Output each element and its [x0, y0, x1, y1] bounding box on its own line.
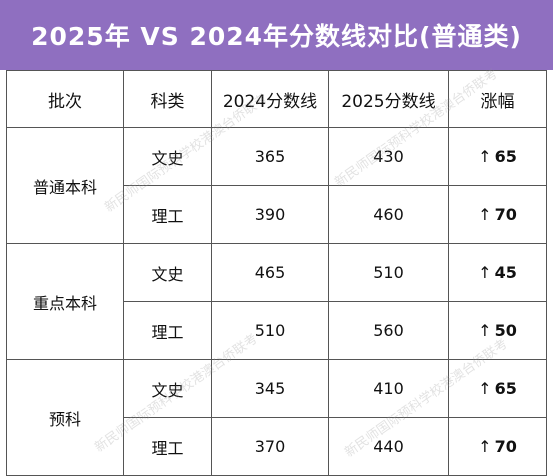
subject-cell: 文史 [123, 127, 212, 186]
subject-cell: 文史 [123, 243, 212, 302]
table-row: 理工 370 440 ↑ 70 [7, 417, 547, 476]
rise-value: 65 [494, 379, 517, 398]
header-2024: 2024分数线 [211, 70, 329, 128]
rise-value: 70 [494, 437, 517, 456]
table-row: 预科 文史 345 410 ↑ 65 [6, 359, 547, 476]
score-2024-cell: 365 [211, 127, 329, 186]
rise-cell: ↑ 70 [448, 417, 547, 476]
table-row: 理工 390 460 ↑ 70 [7, 185, 547, 244]
score-2024-cell: 390 [211, 185, 329, 244]
rise-value: 65 [494, 147, 517, 166]
header-batch: 批次 [6, 70, 124, 128]
rise-value: 70 [494, 205, 517, 224]
header-subject: 科类 [123, 70, 212, 128]
subject-cell: 理工 [123, 185, 212, 244]
up-arrow-icon: ↑ [478, 147, 492, 166]
rise-value: 45 [494, 263, 517, 282]
score-2024-cell: 345 [211, 359, 329, 418]
subject-cell: 文史 [123, 359, 212, 418]
rise-cell: ↑ 65 [448, 359, 547, 418]
batch-cell: 重点本科 [6, 243, 124, 360]
table-row: 理工 510 560 ↑ 50 [7, 301, 547, 360]
up-arrow-icon: ↑ [478, 321, 492, 340]
page-title: 2025年 VS 2024年分数线对比(普通类) [31, 22, 522, 51]
score-2024-cell: 370 [211, 417, 329, 476]
score-2025-cell: 440 [328, 417, 449, 476]
score-2024-cell: 510 [211, 301, 329, 360]
table-row: 普通本科 文史 365 430 ↑ 65 [6, 127, 547, 244]
header-rise: 涨幅 [448, 70, 547, 128]
batch-cell: 预科 [6, 359, 124, 476]
score-2025-cell: 410 [328, 359, 449, 418]
up-arrow-icon: ↑ [478, 379, 492, 398]
score-2025-cell: 430 [328, 127, 449, 186]
score-2025-cell: 460 [328, 185, 449, 244]
score-2024-cell: 465 [211, 243, 329, 302]
up-arrow-icon: ↑ [478, 263, 492, 282]
subject-cell: 理工 [123, 417, 212, 476]
rise-cell: ↑ 50 [448, 301, 547, 360]
header-row: 批次 科类 2024分数线 2025分数线 涨幅 [6, 70, 547, 128]
table-row: 重点本科 文史 465 510 ↑ 45 [6, 243, 547, 360]
rise-value: 50 [494, 321, 517, 340]
up-arrow-icon: ↑ [478, 205, 492, 224]
up-arrow-icon: ↑ [478, 437, 492, 456]
batch-cell: 普通本科 [6, 127, 124, 244]
score-2025-cell: 560 [328, 301, 449, 360]
rise-cell: ↑ 70 [448, 185, 547, 244]
rise-cell: ↑ 45 [448, 243, 547, 302]
subject-cell: 理工 [123, 301, 212, 360]
comparison-table: 批次 科类 2024分数线 2025分数线 涨幅 普通本科 文史 365 430… [6, 70, 547, 476]
score-2025-cell: 510 [328, 243, 449, 302]
rise-cell: ↑ 65 [448, 127, 547, 186]
title-bar: 2025年 VS 2024年分数线对比(普通类) [0, 0, 553, 70]
header-2025: 2025分数线 [328, 70, 449, 128]
